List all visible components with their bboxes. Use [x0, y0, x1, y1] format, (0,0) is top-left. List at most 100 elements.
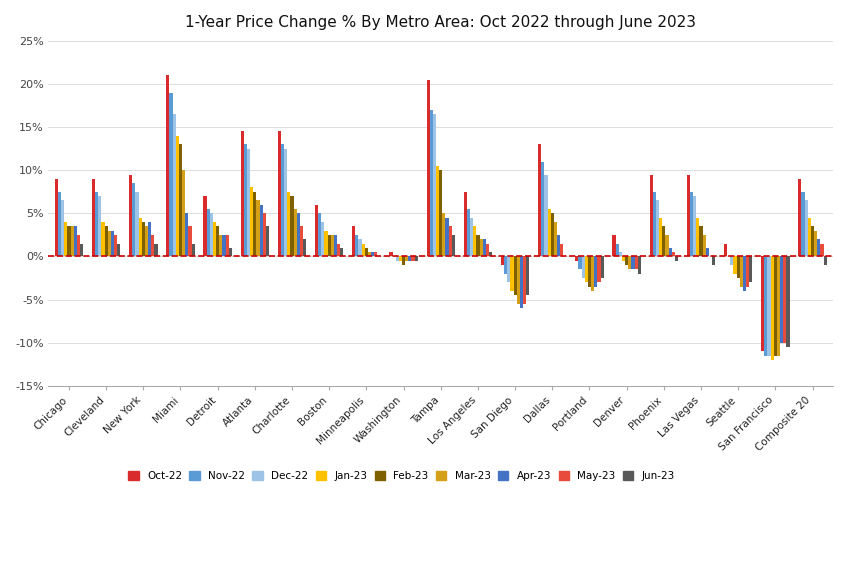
Bar — [588, 256, 591, 286]
Bar — [638, 256, 641, 274]
Bar — [359, 239, 361, 256]
Bar — [575, 256, 578, 261]
Bar — [325, 230, 327, 256]
Bar — [730, 256, 734, 265]
Bar — [600, 256, 604, 278]
Bar — [213, 222, 216, 256]
Bar — [263, 213, 266, 256]
Bar — [582, 256, 585, 278]
Bar — [801, 192, 805, 256]
Bar — [58, 192, 61, 256]
Bar — [243, 144, 247, 256]
Bar — [706, 248, 709, 256]
Bar — [361, 243, 365, 256]
Bar — [170, 93, 173, 256]
Bar — [408, 256, 411, 261]
Bar — [61, 200, 64, 256]
Bar — [430, 110, 432, 256]
Bar — [80, 243, 83, 256]
Bar — [516, 256, 520, 304]
Bar — [179, 144, 182, 256]
Bar — [396, 256, 399, 261]
Bar — [653, 192, 656, 256]
Bar — [281, 144, 284, 256]
Bar — [696, 218, 700, 256]
Bar — [693, 196, 696, 256]
Bar — [597, 256, 600, 282]
Bar — [220, 235, 222, 256]
Bar — [98, 196, 102, 256]
Bar — [315, 205, 318, 256]
Bar — [798, 179, 801, 256]
Bar — [64, 222, 67, 256]
Bar — [811, 226, 814, 256]
Bar — [594, 256, 597, 286]
Bar — [507, 256, 510, 282]
Bar — [256, 200, 259, 256]
Bar — [340, 248, 343, 256]
Bar — [148, 222, 151, 256]
Bar — [432, 114, 436, 256]
Bar — [405, 256, 408, 261]
Bar — [114, 235, 117, 256]
Bar — [173, 114, 176, 256]
Bar — [628, 256, 632, 269]
Bar — [284, 149, 287, 256]
Bar — [483, 239, 486, 256]
Bar — [209, 213, 213, 256]
Bar — [544, 174, 548, 256]
Bar — [188, 226, 192, 256]
Bar — [762, 256, 764, 351]
Bar — [321, 222, 325, 256]
Bar — [764, 256, 767, 355]
Bar — [331, 235, 334, 256]
Bar — [675, 256, 678, 261]
Bar — [814, 230, 817, 256]
Bar — [526, 256, 529, 295]
Title: 1-Year Price Change % By Metro Area: Oct 2022 through June 2023: 1-Year Price Change % By Metro Area: Oct… — [185, 15, 696, 30]
Bar — [365, 248, 368, 256]
Bar — [287, 192, 290, 256]
Bar — [656, 200, 659, 256]
Bar — [278, 131, 281, 256]
Bar — [523, 256, 526, 304]
Bar — [823, 256, 827, 265]
Bar — [117, 243, 120, 256]
Bar — [473, 226, 477, 256]
Bar — [154, 243, 158, 256]
Bar — [514, 256, 516, 295]
Bar — [452, 235, 455, 256]
Bar — [55, 179, 58, 256]
Bar — [436, 166, 439, 256]
Bar — [619, 252, 622, 256]
Bar — [259, 205, 263, 256]
Bar — [561, 243, 563, 256]
Bar — [67, 226, 70, 256]
Bar — [443, 213, 445, 256]
Bar — [808, 218, 811, 256]
Bar — [176, 136, 179, 256]
Bar — [303, 239, 306, 256]
Bar — [192, 243, 195, 256]
Bar — [318, 213, 321, 256]
Bar — [510, 256, 514, 291]
Bar — [625, 256, 628, 265]
Bar — [672, 252, 675, 256]
Bar — [151, 235, 154, 256]
Bar — [504, 256, 507, 274]
Bar — [293, 209, 297, 256]
Bar — [464, 192, 467, 256]
Bar — [111, 230, 114, 256]
Bar — [467, 209, 470, 256]
Bar — [557, 235, 561, 256]
Bar — [578, 256, 582, 269]
Bar — [486, 243, 489, 256]
Bar — [216, 226, 220, 256]
Bar — [142, 222, 145, 256]
Bar — [479, 239, 483, 256]
Bar — [743, 256, 746, 291]
Bar — [690, 192, 693, 256]
Bar — [182, 170, 185, 256]
Bar — [550, 213, 554, 256]
Bar — [746, 256, 750, 286]
